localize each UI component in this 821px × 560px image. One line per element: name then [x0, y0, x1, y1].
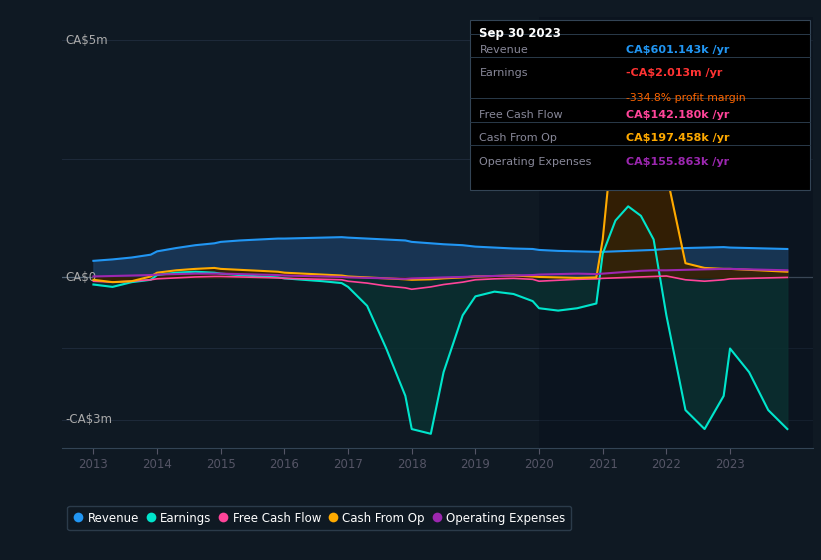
Text: CA$197.458k /yr: CA$197.458k /yr — [626, 133, 729, 143]
Text: -CA$2.013m /yr: -CA$2.013m /yr — [626, 68, 722, 78]
Text: CA$142.180k /yr: CA$142.180k /yr — [626, 110, 729, 119]
Text: Sep 30 2023: Sep 30 2023 — [479, 27, 562, 40]
Text: Earnings: Earnings — [479, 68, 528, 78]
Text: Operating Expenses: Operating Expenses — [479, 157, 592, 166]
Bar — [539, 17, 813, 448]
Text: CA$601.143k /yr: CA$601.143k /yr — [626, 45, 729, 55]
Text: CA$5m: CA$5m — [66, 34, 108, 47]
Text: CA$155.863k /yr: CA$155.863k /yr — [626, 157, 729, 166]
Text: Revenue: Revenue — [479, 45, 528, 55]
Text: CA$0: CA$0 — [66, 271, 96, 284]
Text: -CA$3m: -CA$3m — [66, 413, 112, 426]
Text: Free Cash Flow: Free Cash Flow — [479, 110, 563, 119]
Text: Cash From Op: Cash From Op — [479, 133, 557, 143]
Text: -334.8% profit margin: -334.8% profit margin — [626, 93, 745, 103]
Legend: Revenue, Earnings, Free Cash Flow, Cash From Op, Operating Expenses: Revenue, Earnings, Free Cash Flow, Cash … — [67, 506, 571, 530]
